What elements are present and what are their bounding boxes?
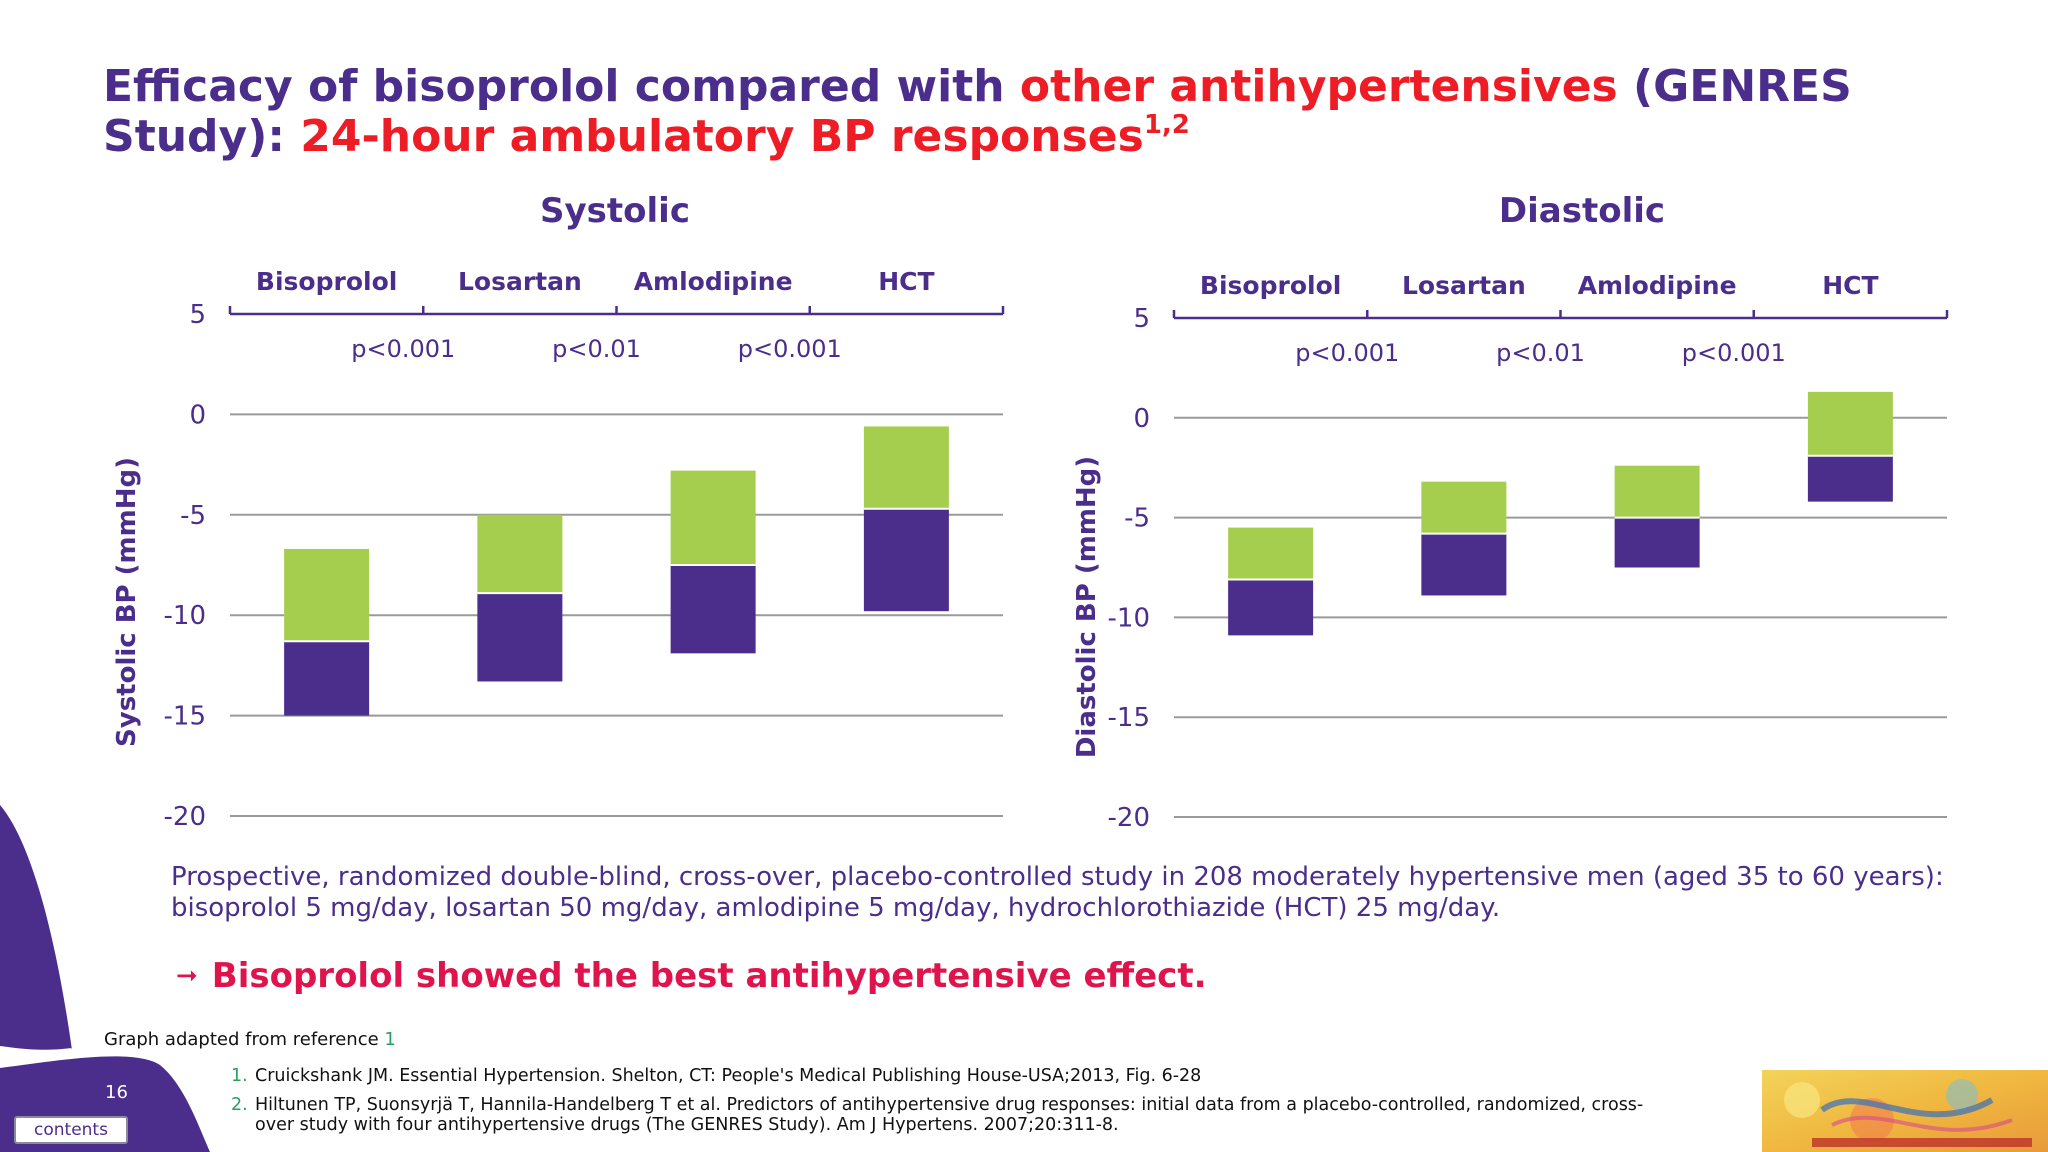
p-value-label: p<0.001	[1682, 339, 1786, 367]
reference-item: 2. Hiltunen TP, Suonsyrjä T, Hannila-Hand…	[231, 1095, 1681, 1135]
category-label: Losartan	[1402, 271, 1526, 300]
y-tick-label: -20	[1108, 803, 1150, 833]
bar-segment-purple	[670, 565, 756, 654]
chart-title: Diastolic	[1499, 191, 1665, 231]
title-part-4: 24-hour ambulatory BP responses	[300, 111, 1144, 162]
contents-button[interactable]: contents	[14, 1116, 128, 1144]
conclusion-text: Bisoprolol showed the best antihypertens…	[211, 956, 1207, 996]
bar-segment-purple	[863, 508, 949, 612]
category-label: HCT	[1822, 271, 1878, 300]
graph-source-ref: 1	[384, 1029, 396, 1050]
p-value-label: p<0.001	[1295, 339, 1399, 367]
y-tick-label: 5	[1133, 304, 1150, 334]
category-label: Losartan	[458, 267, 582, 296]
study-description: Prospective, randomized double-blind, cr…	[171, 862, 1944, 923]
reference-number: 1.	[231, 1066, 248, 1086]
category-label: Bisoprolol	[256, 267, 397, 296]
bar-segment-green	[1421, 481, 1507, 534]
p-value-label: p<0.01	[552, 335, 641, 363]
p-value-label: p<0.001	[738, 335, 842, 363]
category-label: Amlodipine	[634, 267, 793, 296]
reference-number: 2.	[231, 1095, 248, 1115]
title-part-1: Efficacy of bisoprolol compared with	[103, 61, 1020, 112]
conclusion: ➞ Bisoprolol showed the best antihyperten…	[176, 956, 1207, 996]
y-tick-label: -5	[1124, 504, 1150, 534]
bar-segment-green	[1614, 465, 1700, 518]
y-tick-label: -10	[1108, 603, 1150, 633]
arrow-right-icon: ➞	[176, 961, 198, 991]
bar-segment-green	[670, 470, 756, 565]
y-tick-label: -20	[164, 802, 206, 832]
y-tick-label: -15	[164, 702, 206, 732]
slide-title: Efficacy of bisoprolol compared with oth…	[103, 62, 2003, 162]
bar-segment-purple	[477, 593, 563, 682]
bar-segment-purple	[284, 641, 370, 716]
title-part-2: other antihypertensives	[1019, 61, 1618, 112]
y-axis-label: Systolic BP (mmHg)	[112, 457, 142, 747]
y-tick-label: 0	[189, 400, 206, 430]
p-value-label: p<0.001	[351, 335, 455, 363]
bar-segment-green	[863, 426, 949, 509]
bar-segment-green	[284, 548, 370, 642]
bar-segment-purple	[1614, 517, 1700, 568]
chart-title: Systolic	[540, 191, 690, 231]
corner-swoosh	[0, 805, 72, 1050]
reference-item: 1. Cruickshank JM. Essential Hypertension…	[231, 1066, 1681, 1086]
y-tick-label: 5	[189, 300, 206, 330]
y-tick-label: -15	[1108, 703, 1150, 733]
bar-segment-purple	[1421, 533, 1507, 596]
bar-segment-purple	[1807, 455, 1893, 502]
bar-segment-purple	[1228, 579, 1314, 636]
y-tick-label: 0	[1133, 404, 1150, 434]
title-superscript: 1,2	[1143, 110, 1190, 140]
reference-text: Cruickshank JM. Essential Hypertension. …	[255, 1066, 1202, 1086]
conference-logo	[1762, 1070, 2048, 1152]
bar-segment-green	[1807, 391, 1893, 456]
title-part-3: (GENRES Study):	[103, 61, 1852, 162]
reference-text: Hiltunen TP, Suonsyrjä T, Hannila-Handel…	[255, 1095, 1644, 1135]
references: 1. Cruickshank JM. Essential Hypertension…	[231, 1066, 1681, 1144]
y-axis-label: Diastolic BP (mmHg)	[1072, 456, 1102, 758]
category-label: HCT	[878, 267, 934, 296]
category-label: Amlodipine	[1578, 271, 1737, 300]
graph-source-note: Graph adapted from reference 1	[104, 1029, 396, 1050]
bar-segment-green	[1228, 527, 1314, 580]
y-tick-label: -10	[164, 601, 206, 631]
p-value-label: p<0.01	[1496, 339, 1585, 367]
graph-source-prefix: Graph adapted from reference	[104, 1029, 385, 1050]
bar-segment-green	[477, 514, 563, 594]
y-tick-label: -5	[180, 501, 206, 531]
category-label: Bisoprolol	[1200, 271, 1341, 300]
page-number: 16	[105, 1082, 128, 1103]
